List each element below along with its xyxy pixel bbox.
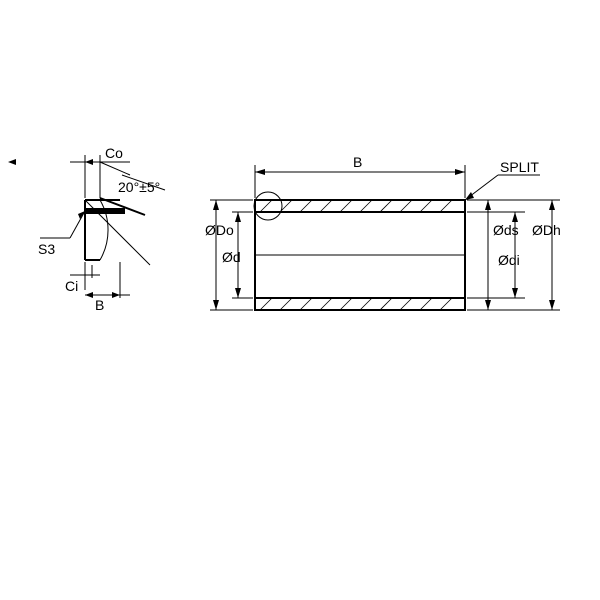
label-dh: ØDh — [532, 222, 561, 238]
label-ci: Ci — [65, 278, 78, 294]
right-main-view: B SPLIT ØDo Ød Øds — [205, 154, 561, 310]
hatch-top — [260, 200, 452, 212]
label-s3: S3 — [38, 241, 55, 257]
label-do: ØDo — [205, 222, 234, 238]
left-detail-view: Co 20°±5° S3 Ci B — [8, 145, 165, 313]
label-b-left: B — [95, 297, 104, 313]
hatch-bottom — [260, 298, 452, 310]
label-d: Ød — [222, 249, 241, 265]
label-b-right: B — [353, 154, 362, 170]
label-angle: 20°±5° — [118, 179, 160, 195]
label-split: SPLIT — [500, 159, 539, 175]
label-di: Ødi — [498, 252, 520, 268]
label-co: Co — [105, 145, 123, 161]
technical-drawing: Co 20°±5° S3 Ci B — [0, 0, 600, 600]
